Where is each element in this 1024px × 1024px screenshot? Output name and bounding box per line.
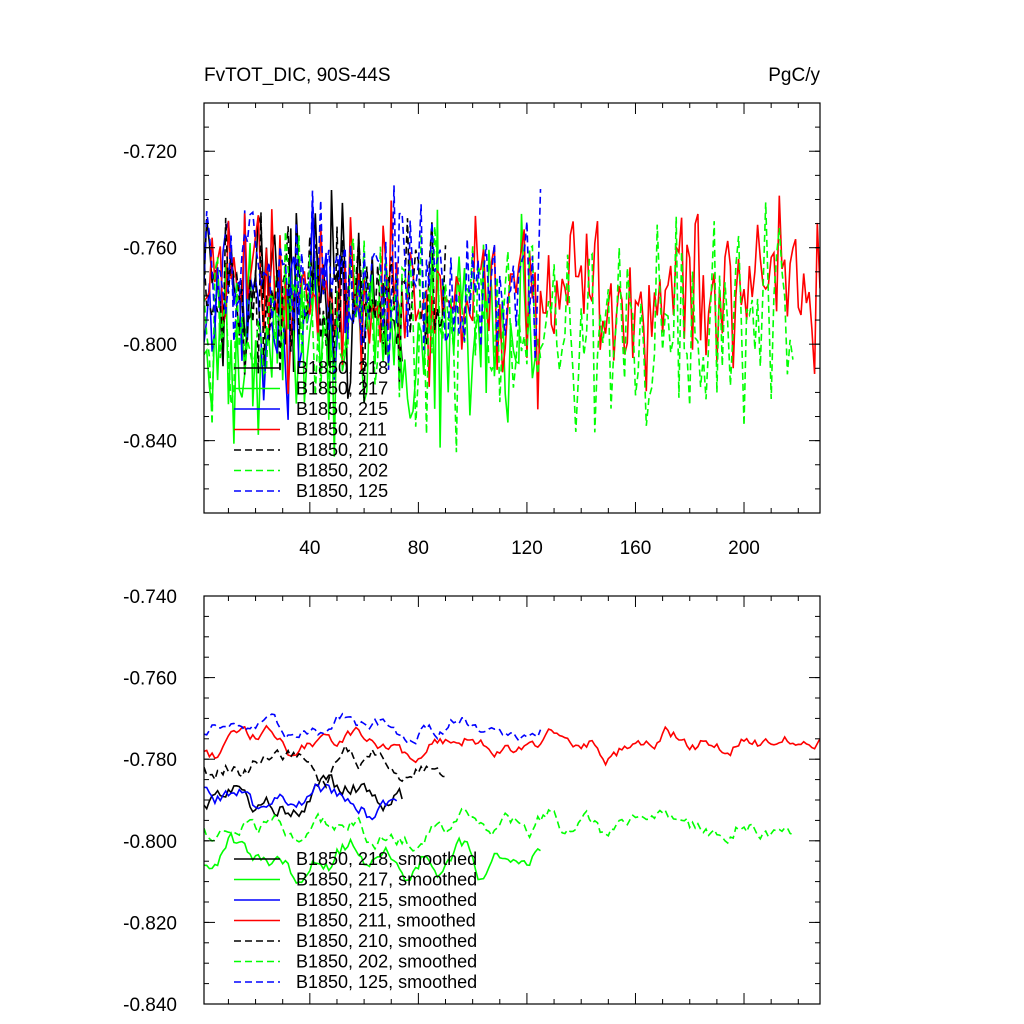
series-line-7 xyxy=(204,185,542,370)
y-tick-label: -0.720 xyxy=(123,142,177,163)
series-line-4 xyxy=(204,195,820,410)
legend-label-5: B1850, 210, smoothed xyxy=(296,931,477,951)
panel-top: FvTOT_DIC, 90S-44S PgC/y 40 80 120 160 200 -0… xyxy=(123,65,821,559)
legend-label-3: B1850, 215, smoothed xyxy=(296,890,477,910)
legend-label-2: B1850, 217, smoothed xyxy=(296,870,477,890)
y-tick-label: -0.840 xyxy=(123,432,177,453)
legend-label-4: B1850, 211 xyxy=(296,420,387,440)
panel-top-units: PgC/y xyxy=(768,65,820,86)
legend-label-1: B1850, 218 xyxy=(296,358,388,378)
series-lines xyxy=(204,185,820,457)
series-lines xyxy=(204,712,820,884)
series-line-4 xyxy=(204,724,820,767)
y-tick-label: -0.840 xyxy=(123,995,177,1016)
y-tick-label: -0.760 xyxy=(123,239,177,260)
x-tick-label: 80 xyxy=(408,538,429,559)
panel-top-plot-area: 40 80 120 160 200 -0.720 -0.760 -0.800 -0.840 B18… xyxy=(123,102,820,559)
y-tick-label: -0.800 xyxy=(123,335,177,356)
y-tick-label: -0.800 xyxy=(123,832,177,853)
series-line-6 xyxy=(204,202,794,453)
y-tick-label: -0.780 xyxy=(123,750,177,771)
panel-bottom-frame xyxy=(203,595,821,1005)
panel-top-title: FvTOT_DIC, 90S-44S xyxy=(204,65,391,86)
y-tick-label: -0.760 xyxy=(123,669,177,690)
panel-bottom: -0.740 -0.760 -0.780 -0.800 -0.820 -0.840 B185… xyxy=(123,587,821,1016)
legend-label-6: B1850, 202 xyxy=(296,461,388,481)
panel-top-frame xyxy=(203,102,821,514)
legend-label-7: B1850, 125 xyxy=(296,481,388,501)
x-tick-label: 120 xyxy=(511,538,543,559)
series-line-7 xyxy=(204,712,542,745)
legend-label-2: B1850, 217 xyxy=(296,379,388,399)
legend-label-6: B1850, 202, smoothed xyxy=(296,952,477,972)
legend-label-5: B1850, 210 xyxy=(296,440,388,460)
series-line-5 xyxy=(204,743,446,790)
legend-label-1: B1850, 218, smoothed xyxy=(296,849,477,869)
series-line-2 xyxy=(204,209,542,457)
legend-label-4: B1850, 211, smoothed xyxy=(296,911,476,931)
legend-label-3: B1850, 215 xyxy=(296,399,388,419)
series-line-3 xyxy=(204,783,398,821)
y-tick-label: -0.740 xyxy=(123,587,177,608)
panel-bottom-plot-area: -0.740 -0.760 -0.780 -0.800 -0.820 -0.840 B185… xyxy=(123,587,820,1016)
x-tick-label: 40 xyxy=(299,538,320,559)
series-line-6 xyxy=(204,807,794,852)
x-tick-label: 200 xyxy=(728,538,760,559)
series-line-1 xyxy=(204,774,403,818)
x-tick-label: 160 xyxy=(620,538,652,559)
legend-label-7: B1850, 125, smoothed xyxy=(296,972,477,992)
y-tick-label: -0.820 xyxy=(123,913,177,934)
